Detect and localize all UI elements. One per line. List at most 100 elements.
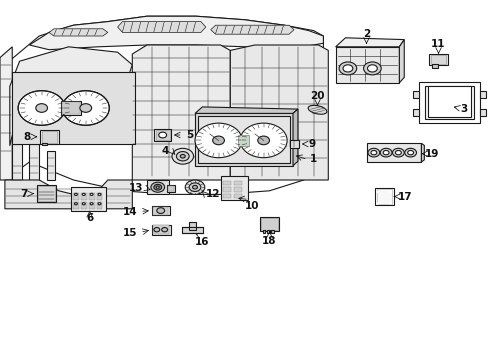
- Circle shape: [18, 91, 65, 125]
- Bar: [97, 202, 102, 209]
- Bar: [261, 218, 278, 230]
- Circle shape: [371, 150, 377, 155]
- Polygon shape: [5, 180, 132, 209]
- Bar: [81, 193, 87, 200]
- Circle shape: [189, 183, 201, 192]
- Text: 16: 16: [195, 237, 210, 247]
- Text: 11: 11: [431, 39, 446, 49]
- Text: 12: 12: [206, 189, 220, 199]
- Bar: [278, 140, 299, 148]
- Circle shape: [98, 203, 101, 205]
- Circle shape: [368, 65, 377, 72]
- Circle shape: [343, 65, 353, 72]
- Bar: [147, 180, 169, 194]
- Polygon shape: [293, 109, 298, 166]
- Text: 5: 5: [186, 130, 194, 140]
- Bar: [153, 207, 168, 215]
- Bar: [198, 116, 290, 163]
- Circle shape: [240, 123, 287, 158]
- Circle shape: [80, 104, 92, 112]
- Circle shape: [36, 104, 48, 112]
- Circle shape: [376, 191, 379, 193]
- Bar: [223, 194, 231, 198]
- Bar: [97, 193, 102, 200]
- Bar: [167, 185, 175, 192]
- Polygon shape: [49, 29, 108, 36]
- Polygon shape: [29, 16, 323, 50]
- Text: 13: 13: [129, 183, 144, 193]
- Circle shape: [82, 193, 85, 195]
- Circle shape: [180, 154, 185, 158]
- Polygon shape: [0, 47, 12, 180]
- Bar: [73, 193, 79, 200]
- Circle shape: [74, 203, 77, 205]
- Bar: [238, 135, 249, 146]
- Polygon shape: [336, 38, 404, 47]
- Bar: [42, 143, 47, 145]
- Bar: [153, 225, 169, 234]
- Text: 6: 6: [86, 213, 93, 223]
- Polygon shape: [132, 45, 230, 180]
- Bar: [42, 131, 57, 143]
- Text: 3: 3: [461, 104, 468, 114]
- Bar: [432, 64, 438, 68]
- Bar: [37, 185, 56, 202]
- Ellipse shape: [308, 105, 327, 114]
- Bar: [40, 130, 59, 144]
- Bar: [221, 176, 248, 200]
- Bar: [419, 82, 480, 123]
- Circle shape: [193, 185, 197, 189]
- Text: 19: 19: [424, 149, 439, 159]
- Polygon shape: [10, 47, 132, 146]
- Text: 15: 15: [122, 228, 137, 238]
- Circle shape: [389, 191, 392, 193]
- Bar: [234, 187, 242, 192]
- Circle shape: [405, 148, 416, 157]
- Circle shape: [368, 148, 380, 157]
- Circle shape: [98, 193, 101, 195]
- Circle shape: [392, 148, 404, 157]
- Bar: [234, 181, 242, 185]
- Polygon shape: [118, 22, 206, 32]
- Bar: [267, 230, 270, 233]
- Circle shape: [408, 150, 414, 155]
- Bar: [182, 227, 203, 233]
- Circle shape: [90, 203, 93, 205]
- Circle shape: [258, 136, 270, 145]
- Bar: [61, 101, 81, 115]
- Bar: [271, 230, 274, 233]
- Circle shape: [90, 193, 93, 195]
- Text: 17: 17: [398, 192, 413, 202]
- Bar: [480, 91, 486, 98]
- Bar: [89, 202, 95, 209]
- Bar: [62, 102, 80, 114]
- Bar: [38, 186, 55, 201]
- Polygon shape: [421, 143, 424, 162]
- Text: 4: 4: [162, 146, 169, 156]
- Circle shape: [380, 148, 392, 157]
- Bar: [189, 222, 196, 230]
- Bar: [425, 86, 474, 119]
- Circle shape: [364, 62, 381, 75]
- Polygon shape: [211, 25, 294, 34]
- Text: 9: 9: [309, 139, 316, 149]
- Text: 1: 1: [310, 154, 317, 165]
- Bar: [168, 186, 174, 191]
- Bar: [234, 194, 242, 198]
- Circle shape: [82, 203, 85, 205]
- Bar: [336, 47, 399, 83]
- Bar: [29, 144, 39, 180]
- Circle shape: [389, 202, 392, 204]
- Circle shape: [62, 91, 109, 125]
- Bar: [413, 109, 419, 116]
- Bar: [152, 206, 170, 215]
- Circle shape: [185, 180, 205, 194]
- Bar: [375, 188, 394, 205]
- Circle shape: [339, 62, 357, 75]
- Bar: [429, 54, 448, 65]
- Bar: [413, 91, 419, 98]
- Circle shape: [154, 228, 160, 232]
- Bar: [12, 72, 135, 144]
- Bar: [377, 189, 392, 204]
- Circle shape: [159, 132, 167, 138]
